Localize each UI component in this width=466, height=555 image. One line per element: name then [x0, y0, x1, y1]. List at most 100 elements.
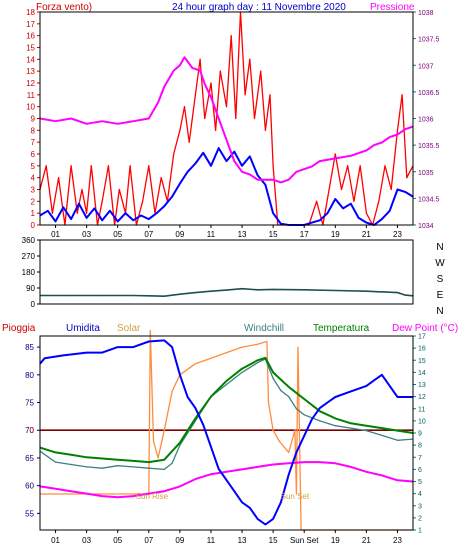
- data-point: [359, 165, 361, 167]
- y-left-tick-label: 7: [31, 138, 36, 147]
- data-point: [396, 133, 399, 136]
- data-point: [272, 165, 274, 167]
- data-point: [272, 212, 274, 214]
- data-point: [148, 493, 150, 495]
- data-point: [163, 459, 165, 461]
- y-right-tick-label: 1038: [418, 10, 434, 17]
- data-point: [249, 173, 251, 175]
- x-tick-label: 17: [300, 230, 309, 239]
- y-right-tick-label: 16: [418, 346, 426, 353]
- compass-label: N: [436, 306, 443, 317]
- data-point: [233, 490, 235, 492]
- y-right-tick-label: 1035: [418, 170, 434, 177]
- data-point: [241, 165, 243, 167]
- data-point: [163, 205, 165, 207]
- data-point: [210, 357, 212, 359]
- data-point: [264, 523, 266, 526]
- data-point: [132, 460, 134, 462]
- data-point: [267, 401, 270, 404]
- data-point: [225, 479, 228, 481]
- data-point: [272, 288, 274, 290]
- data-point: [179, 183, 181, 185]
- data-point: [350, 466, 352, 468]
- data-point: [107, 165, 109, 167]
- y-right-tick-label: 11: [418, 406, 425, 413]
- x-tick-label: 15: [269, 536, 278, 545]
- data-point: [319, 420, 321, 422]
- data-point: [148, 461, 150, 463]
- data-point: [194, 162, 196, 165]
- data-point: [118, 188, 120, 191]
- data-point: [378, 200, 380, 202]
- data-point: [396, 430, 399, 432]
- data-point: [381, 141, 383, 144]
- y-right-tick-label: 5: [418, 479, 422, 486]
- data-point: [303, 435, 305, 437]
- data-point: [86, 456, 88, 458]
- data-point: [257, 359, 259, 361]
- data-point: [148, 340, 150, 343]
- x-tick-label: 23: [393, 230, 402, 239]
- y-tick-label: 270: [22, 252, 36, 261]
- data-point: [365, 290, 367, 292]
- y-right-tick-label: 8: [418, 443, 422, 450]
- data-point: [272, 429, 274, 431]
- data-point: [350, 422, 352, 424]
- data-point: [188, 141, 190, 143]
- data-point: [288, 386, 290, 388]
- data-point: [396, 188, 399, 191]
- data-point: [295, 171, 297, 173]
- x-tick-label: 21: [362, 536, 371, 545]
- data-point: [90, 165, 92, 167]
- legend-pressure: Pressione: [370, 2, 415, 13]
- data-point: [249, 155, 251, 157]
- data-point: [328, 188, 330, 191]
- x-tick-label: 01: [51, 230, 60, 239]
- data-point: [280, 223, 282, 225]
- data-point: [101, 120, 103, 122]
- data-point: [156, 212, 158, 214]
- data-point: [148, 218, 150, 220]
- data-point: [396, 396, 399, 398]
- data-point: [288, 396, 290, 398]
- data-point: [132, 493, 134, 495]
- data-point: [404, 191, 406, 193]
- data-point: [199, 70, 201, 72]
- data-point: [233, 160, 235, 162]
- data-point: [401, 94, 403, 96]
- x-tick-label: 21: [362, 230, 371, 239]
- y-left-tick-label: 70: [25, 426, 34, 435]
- data-point: [334, 396, 336, 398]
- x-tick-label: 13: [238, 536, 247, 545]
- data-point: [44, 357, 46, 359]
- data-point: [334, 157, 336, 159]
- data-point: [54, 120, 57, 122]
- data-point: [241, 288, 243, 290]
- chart-title: 24 hour graph day : 11 Novembre 2020: [172, 2, 346, 13]
- data-point: [319, 407, 321, 409]
- data-point: [70, 218, 72, 220]
- data-point: [171, 346, 173, 348]
- data-point: [266, 340, 268, 343]
- data-point: [163, 468, 165, 470]
- data-point: [334, 417, 336, 419]
- data-point: [47, 210, 49, 212]
- y-left-tick-label: 15: [26, 44, 35, 53]
- data-point: [319, 160, 321, 162]
- compass-label: N: [436, 242, 443, 253]
- data-point: [326, 212, 329, 214]
- data-point: [373, 144, 375, 146]
- data-point: [62, 206, 64, 208]
- data-point: [117, 465, 119, 467]
- data-point: [225, 383, 228, 386]
- data-point: [218, 147, 220, 149]
- data-point: [194, 417, 196, 419]
- data-point: [179, 442, 181, 444]
- data-point: [54, 488, 57, 490]
- x-tick-label: 07: [144, 536, 153, 545]
- data-point: [179, 293, 181, 295]
- y-left-tick-label: 1: [31, 209, 36, 218]
- data-point: [109, 210, 111, 212]
- y-left-tick-label: 8: [31, 126, 36, 135]
- data-point: [319, 219, 321, 221]
